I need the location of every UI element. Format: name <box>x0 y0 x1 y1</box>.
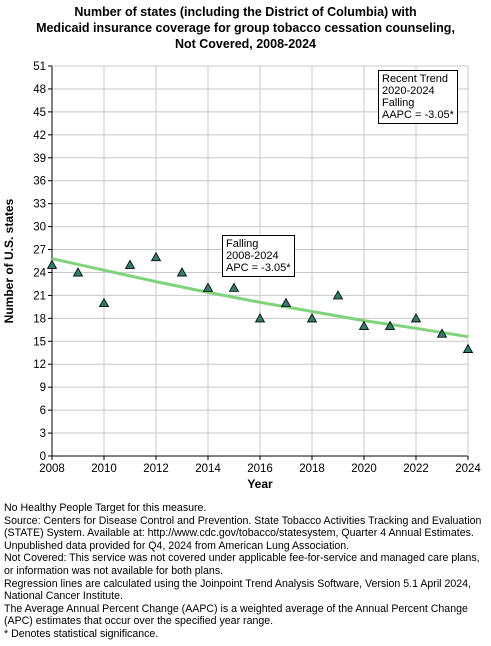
x-tick-label: 2016 <box>247 463 273 475</box>
y-tick-label: 39 <box>33 153 46 165</box>
y-tick-label: 15 <box>33 336 46 348</box>
annotation-falling-2008-2024: Falling 2008-2024 APC = -3.05* <box>222 235 295 277</box>
x-tick-label: 2008 <box>39 463 65 475</box>
x-tick-label: 2018 <box>299 463 325 475</box>
data-point-marker <box>436 328 448 338</box>
data-point-marker <box>384 320 396 331</box>
y-tick-label: 33 <box>33 199 46 211</box>
y-tick-label: 3 <box>40 428 46 440</box>
y-tick-label: 27 <box>33 245 46 257</box>
trend-line <box>51 257 469 339</box>
data-point-marker <box>358 320 370 331</box>
annotation-line: 2008-2024 <box>226 250 279 262</box>
footnotes: No Healthy People Target for this measur… <box>4 502 488 641</box>
annotation-line: 2020-2024 <box>382 85 435 97</box>
footnote: Regression lines are calculated using th… <box>4 577 471 603</box>
data-point-marker <box>72 267 84 277</box>
y-tick-label: 9 <box>40 382 46 394</box>
y-tick-label: 12 <box>33 359 46 371</box>
footnote: Source: Centers for Disease Control and … <box>4 514 482 540</box>
x-axis-label: Year <box>247 477 273 491</box>
chart-title: Number of states (including the District… <box>0 4 491 52</box>
y-tick-label: 30 <box>33 222 46 234</box>
annotation-line: AAPC = -3.05* <box>382 109 454 121</box>
x-tick-label: 2020 <box>351 463 377 475</box>
annotation-line: Falling <box>226 238 259 250</box>
chart-title-line: Not Covered, 2008-2024 <box>174 37 317 51</box>
data-point-marker <box>228 282 240 292</box>
x-tick-label: 2012 <box>143 463 169 475</box>
data-point-marker <box>280 297 292 308</box>
y-tick-label: 0 <box>40 451 46 463</box>
y-tick-label: 45 <box>33 107 46 119</box>
data-point-marker <box>202 282 214 292</box>
data-point-marker <box>46 259 58 269</box>
x-tick-label: 2014 <box>195 463 221 475</box>
data-point-marker <box>124 259 136 269</box>
data-point-marker <box>410 313 422 323</box>
footnote: Unpublished data provided for Q4, 2024 f… <box>4 539 350 552</box>
annotation-line: APC = -3.05* <box>226 262 291 274</box>
x-tick-label: 2024 <box>455 463 481 475</box>
footnote: The Average Annual Percent Change (AAPC)… <box>4 602 468 628</box>
y-tick-label: 51 <box>33 61 46 73</box>
data-point-marker <box>254 313 266 323</box>
y-tick-label: 48 <box>33 84 46 96</box>
chart-title-line: Number of states (including the District… <box>74 5 417 19</box>
x-tick-label: 2022 <box>403 463 429 475</box>
y-tick-label: 24 <box>33 267 46 279</box>
y-tick-label: 21 <box>33 290 46 302</box>
annotation-line: Falling <box>382 97 415 109</box>
data-point-marker <box>306 313 318 323</box>
data-point-marker <box>332 290 344 300</box>
footnote: Not Covered: This service was not covere… <box>4 552 480 577</box>
y-tick-label: 42 <box>33 130 46 142</box>
chart-title-line: Medicaid insurance coverage for group to… <box>36 21 455 35</box>
footnote: * Denotes statistical significance. <box>4 627 159 640</box>
data-point-marker <box>98 297 110 308</box>
annotation-line: Recent Trend <box>382 73 449 85</box>
data-point-marker <box>150 251 162 262</box>
data-point-marker <box>176 267 188 277</box>
annotation-recent-trend: Recent Trend 2020-2024 Falling AAPC = -3… <box>378 70 458 124</box>
footnote: No Healthy People Target for this measur… <box>4 502 207 514</box>
y-axis-label: Number of U.S. states <box>2 198 16 323</box>
y-tick-label: 36 <box>33 176 46 188</box>
data-point-marker <box>462 343 474 353</box>
y-tick-label: 18 <box>33 313 46 325</box>
x-tick-label: 2010 <box>91 463 117 475</box>
y-tick-label: 6 <box>40 405 46 417</box>
